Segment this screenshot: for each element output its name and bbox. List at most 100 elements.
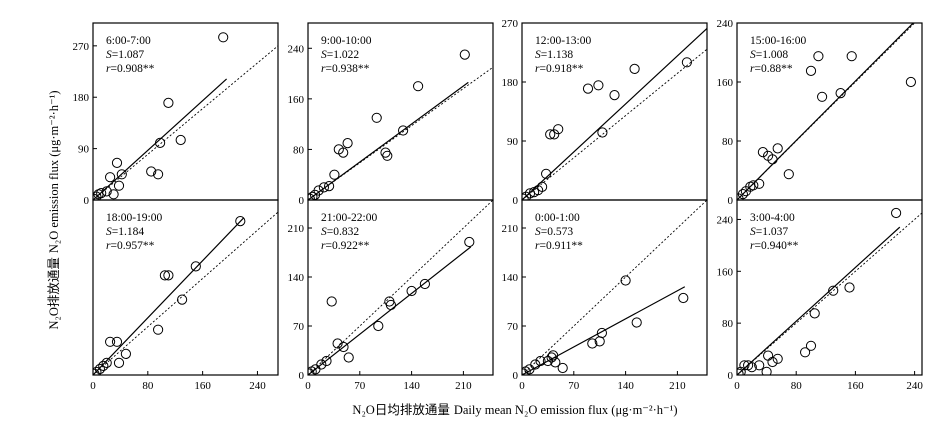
plot-frame — [736, 199, 923, 376]
data-point — [844, 282, 855, 293]
data-point — [385, 299, 396, 311]
correlation-label: r=0.911** — [535, 240, 583, 252]
data-point — [218, 32, 229, 43]
data-point — [155, 137, 166, 148]
y-tick-label: 160 — [717, 77, 734, 89]
data-point — [413, 81, 424, 92]
data-point — [308, 193, 315, 200]
data-point — [105, 172, 116, 183]
data-point — [828, 285, 839, 296]
slope-value: =0.573 — [541, 226, 574, 238]
data-point — [757, 147, 769, 158]
data-point — [763, 350, 774, 361]
plot-frame — [521, 199, 708, 376]
slope-label: S=1.138 — [535, 49, 573, 61]
slope-label: S=1.087 — [106, 49, 144, 61]
correlation-value: =0.918** — [539, 63, 583, 75]
slope-label: S=0.573 — [535, 226, 573, 238]
x-tick-label: 240 — [249, 380, 266, 392]
data-point — [98, 360, 109, 371]
slope-symbol: S — [106, 226, 112, 238]
data-point — [739, 360, 750, 371]
correlation-label: r=0.940** — [750, 240, 799, 252]
correlation-label: r=0.918** — [535, 63, 584, 75]
data-point — [177, 294, 188, 305]
y-tick-label: 0 — [84, 195, 90, 207]
data-point — [748, 180, 759, 191]
x-tick-label: 70 — [568, 380, 580, 392]
x-axis-title: N₂O日均排放通量 Daily mean N₂O emission flux (μ… — [352, 402, 677, 417]
data-point — [631, 317, 642, 328]
time-window-label: 6:00-7:00 — [106, 35, 151, 47]
y-tick-label: 140 — [502, 272, 519, 284]
data-point — [754, 360, 765, 371]
regression-line — [308, 81, 469, 200]
correlation-label: r=0.908** — [106, 63, 155, 75]
data-point — [153, 169, 164, 180]
data-point — [557, 362, 568, 374]
data-point — [159, 270, 170, 281]
correlation-value: =0.911** — [539, 240, 583, 252]
slope-label: S=1.184 — [106, 226, 144, 238]
data-point — [343, 352, 354, 363]
data-point — [629, 63, 640, 75]
plot-frame — [307, 199, 494, 376]
data-point — [805, 65, 817, 77]
data-point — [153, 324, 164, 335]
x-tick-label: 0 — [90, 380, 96, 392]
correlation-symbol: r — [106, 63, 111, 75]
data-point — [93, 366, 102, 375]
data-point — [419, 278, 430, 290]
data-point — [553, 124, 564, 135]
data-point — [681, 57, 693, 68]
data-point — [316, 359, 327, 370]
regression-line — [93, 78, 228, 200]
time-window-label: 15:00-16:00 — [750, 35, 806, 47]
y-tick-label: 270 — [73, 41, 90, 53]
correlation-value: =0.957** — [110, 240, 154, 252]
slope-value: =1.184 — [112, 226, 145, 238]
data-point — [338, 147, 349, 158]
correlation-value: =0.938** — [325, 63, 369, 75]
slope-value: =1.008 — [756, 49, 789, 61]
slope-symbol: S — [321, 226, 327, 238]
y-axis-title-cn: N₂O排放通量 — [46, 257, 61, 329]
data-point — [175, 134, 186, 146]
data-point — [767, 356, 778, 368]
regression-line — [737, 23, 914, 200]
one-to-one-line — [522, 200, 707, 375]
correlation-value: =0.88** — [754, 63, 792, 75]
slope-label: S=1.008 — [750, 49, 788, 61]
data-point — [459, 49, 470, 60]
data-point — [545, 129, 556, 140]
data-point — [620, 275, 631, 286]
slope-value: =1.022 — [327, 49, 360, 61]
data-point — [163, 97, 174, 109]
data-point — [342, 138, 353, 149]
y-tick-label: 210 — [502, 223, 519, 235]
data-point — [772, 353, 783, 364]
data-point — [96, 188, 107, 199]
data-point — [609, 90, 620, 101]
data-point — [582, 83, 594, 94]
data-point — [113, 180, 125, 191]
x-tick-label: 160 — [194, 380, 211, 392]
data-point — [313, 185, 324, 196]
correlation-value: =0.922** — [325, 240, 369, 252]
slope-value: =1.037 — [756, 226, 789, 238]
data-point — [371, 112, 382, 123]
data-point — [406, 285, 417, 297]
x-tick-label: 140 — [617, 380, 634, 392]
y-tick-label: 90 — [78, 144, 90, 156]
slope-label: S=1.022 — [321, 49, 359, 61]
correlation-label: r=0.88** — [750, 63, 793, 75]
data-point — [678, 292, 689, 304]
data-point — [597, 127, 608, 138]
data-point — [783, 169, 794, 180]
data-point — [542, 355, 554, 367]
data-point — [101, 357, 112, 368]
